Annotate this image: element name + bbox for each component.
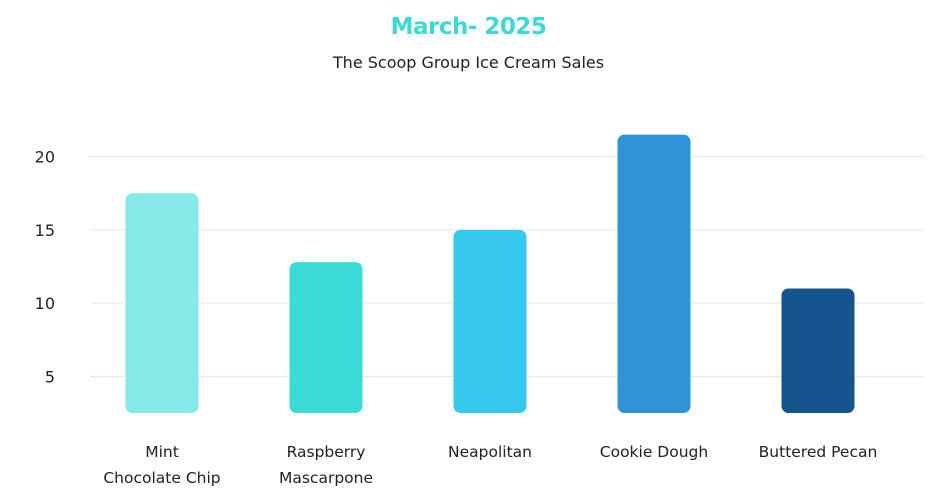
x-tick-label-line: Cookie Dough — [600, 443, 708, 461]
chart-subtitle: The Scoop Group Ice Cream Sales — [332, 53, 605, 72]
bar-buttered-pecan — [781, 288, 855, 413]
bar-neapolitan — [453, 229, 527, 413]
x-tick-label-line: Mascarpone — [279, 469, 373, 487]
bar-cookie-dough — [617, 134, 691, 413]
bar-mint-chocolate-chip — [125, 193, 199, 413]
x-tick-label-line: Neapolitan — [448, 443, 532, 461]
y-tick-label: 5 — [45, 367, 55, 386]
x-tick-label: Cookie Dough — [600, 443, 708, 461]
bar-raspberry-mascarpone — [289, 262, 363, 413]
y-tick-label: 15 — [35, 221, 55, 240]
x-tick-label-line: Raspberry — [287, 443, 366, 461]
x-tick-label-line: Mint — [145, 443, 179, 461]
y-tick-label: 10 — [35, 294, 55, 313]
x-tick-label: Neapolitan — [448, 443, 532, 461]
chart-title: March- 2025 — [390, 14, 547, 40]
x-tick-label-line: Buttered Pecan — [759, 443, 878, 461]
y-tick-label: 20 — [35, 148, 55, 167]
x-tick-label: Mint Chocolate Chip — [103, 443, 220, 487]
x-tick-label: Buttered Pecan — [759, 443, 878, 461]
x-tick-label: Raspberry Mascarpone — [279, 443, 373, 487]
x-tick-label-line: Chocolate Chip — [103, 469, 220, 487]
